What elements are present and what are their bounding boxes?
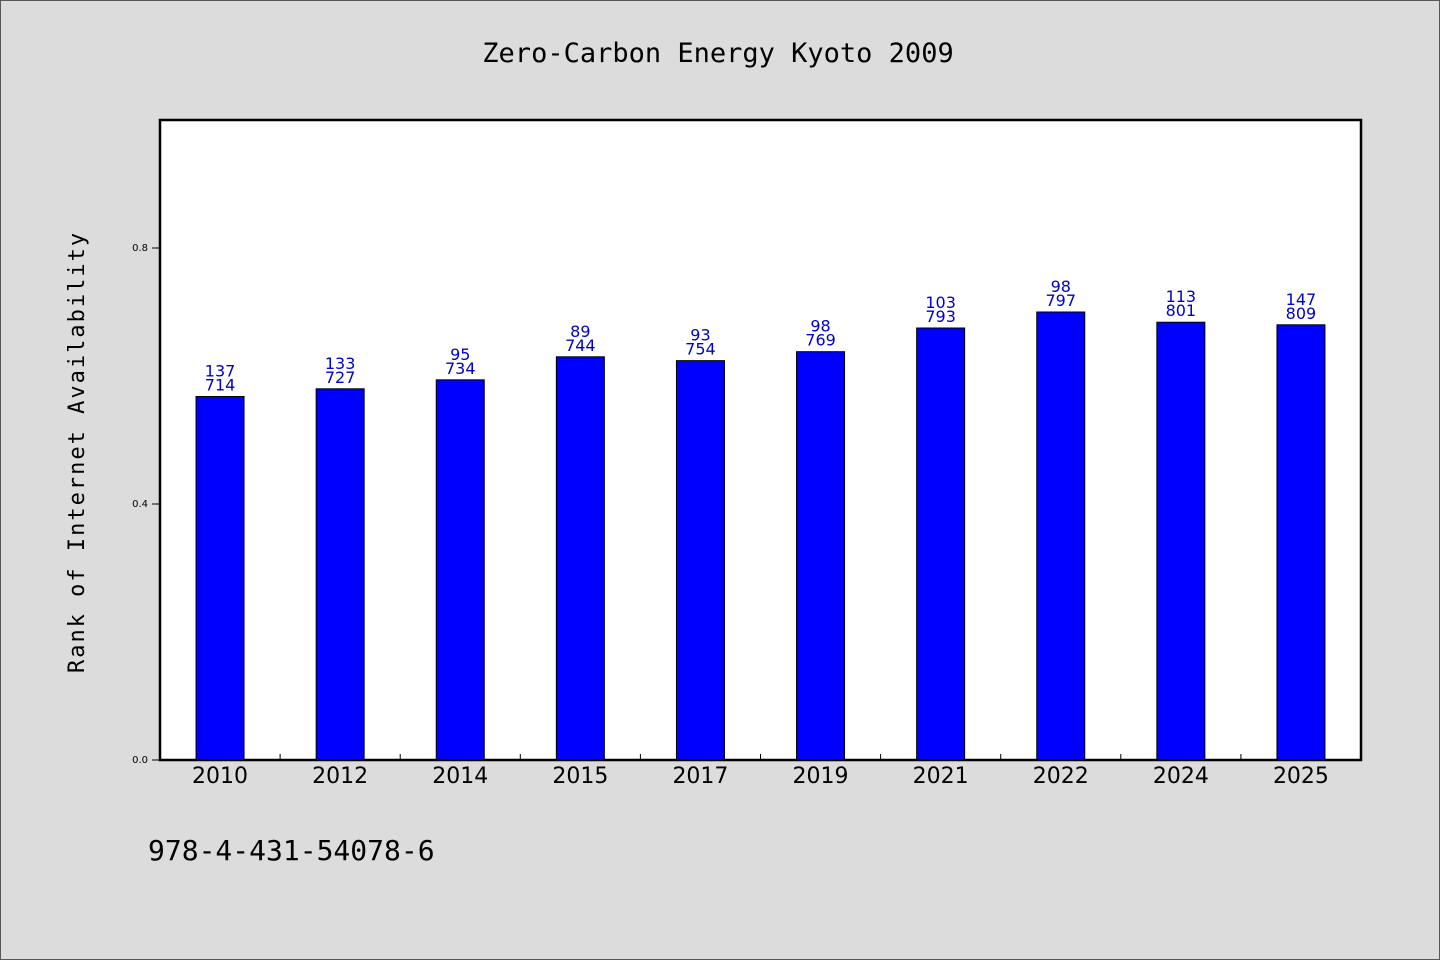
bar-2025	[1276, 324, 1326, 761]
data-label-top: 98	[810, 317, 830, 336]
data-label-top: 98	[1051, 277, 1071, 296]
data-label-top: 103	[925, 293, 956, 312]
bar-2024	[1156, 321, 1206, 761]
x-axis: 2010 2012 2014 2015 2017 2019 2021 2022 2024 2025	[192, 754, 1329, 789]
chart-title: Zero-Carbon Energy Kyoto 2009	[482, 38, 953, 69]
y-tick-label: 0.8	[132, 243, 148, 254]
data-label-bottom: 754	[685, 340, 716, 359]
x-tick-label: 2017	[672, 764, 728, 789]
bar-2014	[435, 379, 485, 761]
bar-2017	[675, 360, 725, 761]
data-label-bottom: 801	[1166, 301, 1197, 320]
x-tick-label: 2015	[552, 764, 608, 789]
data-label-top: 93	[690, 326, 710, 345]
data-label-bottom: 809	[1286, 304, 1317, 323]
data-label-top: 133	[325, 354, 356, 373]
x-tick-label: 2010	[192, 764, 248, 789]
x-tick-label: 2022	[1033, 764, 1089, 789]
bar-2022	[1036, 311, 1086, 761]
data-label-bottom: 714	[205, 375, 236, 394]
y-tick-label: 0.0	[132, 755, 148, 766]
data-label-top: 113	[1166, 287, 1197, 306]
x-tick-label: 2025	[1273, 764, 1329, 789]
data-label-bottom: 727	[325, 368, 356, 387]
data-label-top: 95	[450, 345, 470, 364]
bar-2019	[796, 351, 846, 761]
x-tick-label: 2012	[312, 764, 368, 789]
bar-2012	[315, 388, 365, 761]
y-tick-label: 0.4	[132, 499, 148, 510]
x-tick-label: 2014	[432, 764, 488, 789]
data-label-top: 89	[570, 322, 590, 341]
bar-2015	[555, 356, 605, 761]
data-label-top: 147	[1286, 290, 1317, 309]
data-label-bottom: 769	[805, 331, 836, 350]
bar-2010	[195, 395, 245, 761]
data-label-bottom: 793	[925, 307, 956, 326]
bar-series	[195, 311, 1326, 761]
bar-2021	[916, 327, 966, 761]
data-label-bottom: 734	[445, 359, 476, 378]
footer-identifier: 978-4-431-54078-6	[148, 834, 435, 867]
y-axis: 0.0 0.4 0.8	[132, 243, 160, 766]
x-tick-label: 2024	[1153, 764, 1209, 789]
x-tick-label: 2019	[793, 764, 849, 789]
data-label-bottom: 744	[565, 336, 596, 355]
x-tick-label: 2021	[913, 764, 969, 789]
y-axis-label: Rank of Internet Availability	[65, 231, 90, 673]
data-label-bottom: 797	[1045, 291, 1076, 310]
data-label-top: 137	[205, 361, 236, 380]
